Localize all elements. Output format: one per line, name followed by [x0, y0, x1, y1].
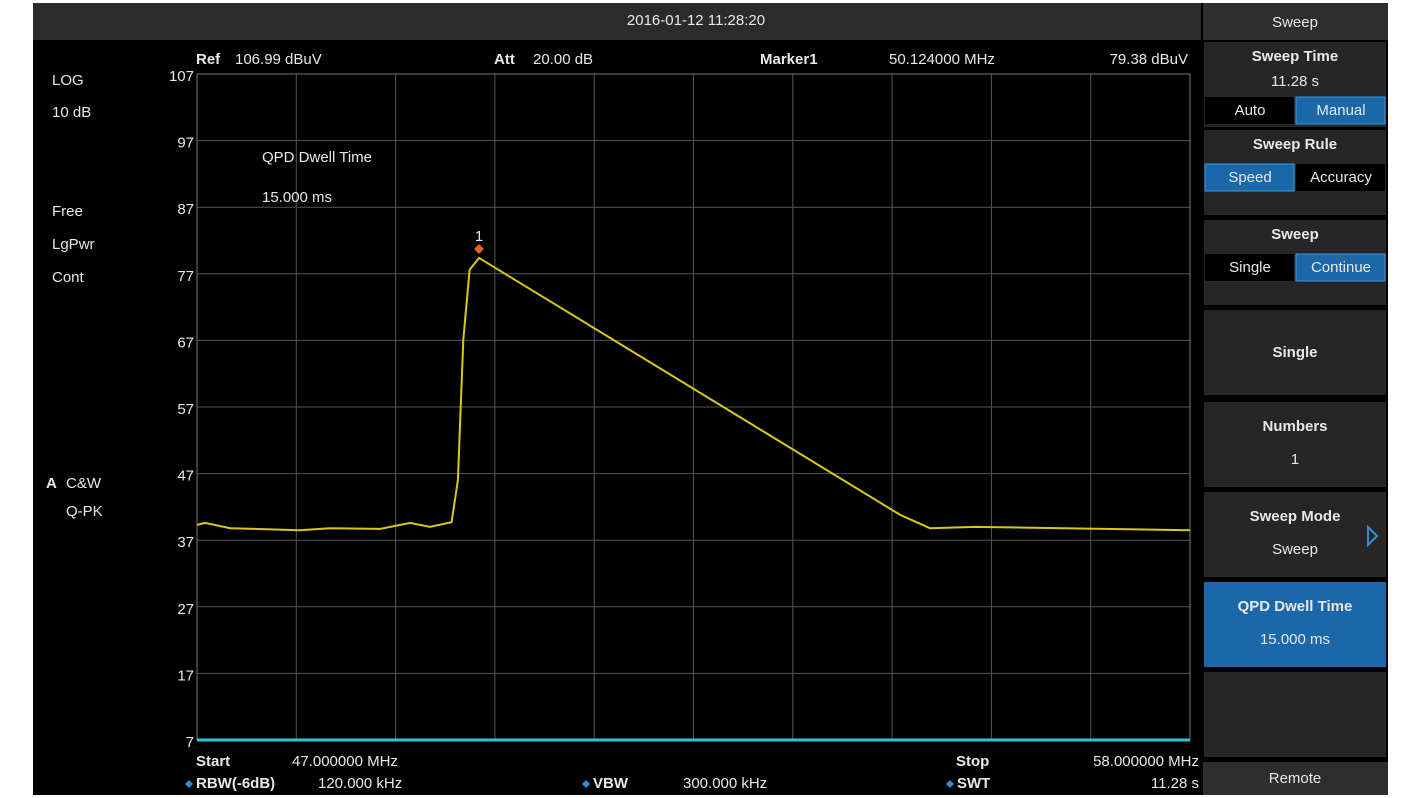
vbw-value: 300.000 kHz	[683, 775, 767, 792]
annotation: QPD Dwell Time	[262, 149, 372, 166]
marker-number: 1	[475, 228, 483, 245]
menu-value: 11.28 s	[1271, 73, 1319, 90]
menu-label: Sweep	[1271, 226, 1319, 243]
rbw-value: 120.000 kHz	[318, 775, 402, 792]
trace-mode: C&W	[66, 475, 102, 492]
annotation: 15.000 ms	[262, 189, 332, 206]
menu-button[interactable]	[1204, 402, 1386, 487]
trace	[196, 256, 1191, 532]
menu-label: Numbers	[1262, 418, 1327, 435]
att-label: Att	[494, 51, 515, 68]
option-bg[interactable]	[1295, 96, 1386, 125]
menu-label: Single	[1272, 344, 1317, 361]
menu-title: Sweep	[1272, 14, 1318, 31]
y-tick-label: 17	[177, 667, 194, 684]
option-label: Single	[1229, 259, 1271, 276]
remote-bg	[1203, 762, 1388, 795]
marker-level: 79.38 dBuV	[1110, 51, 1188, 68]
status-text: LOG	[52, 72, 84, 89]
menu-label: QPD Dwell Time	[1238, 598, 1353, 615]
option-label: Continue	[1311, 259, 1371, 276]
ref-label: Ref	[196, 51, 221, 68]
status-text: LgPwr	[52, 236, 95, 253]
trace-letter: A	[46, 475, 57, 492]
menu-value: 1	[1291, 451, 1299, 468]
y-tick-label: 47	[177, 468, 194, 485]
start-value: 47.000000 MHz	[292, 753, 398, 770]
menu-value: 15.000 ms	[1260, 631, 1330, 648]
vbw-label: VBW	[593, 775, 629, 792]
y-tick-label: 67	[177, 334, 194, 351]
menu-button	[1204, 672, 1386, 757]
menu-label: Sweep Rule	[1253, 136, 1337, 153]
menu-value: Sweep	[1272, 541, 1318, 558]
y-tick-label: 87	[177, 201, 194, 218]
att-value: 20.00 dB	[533, 51, 593, 68]
timestamp: 2016-01-12 11:28:20	[627, 12, 765, 29]
ref-value: 106.99 dBuV	[235, 51, 322, 68]
option-bg[interactable]	[1296, 164, 1385, 191]
y-tick-label: 57	[177, 401, 194, 418]
bullet	[582, 780, 590, 788]
y-tick-label: 27	[177, 601, 194, 618]
start-label: Start	[196, 753, 230, 770]
menu-button[interactable]	[1204, 582, 1386, 667]
y-tick-label: 97	[177, 135, 194, 152]
option-label: Speed	[1228, 169, 1271, 186]
y-tick-label: 7	[186, 734, 194, 751]
menu-button[interactable]	[1204, 310, 1386, 395]
status-text: 10 dB	[52, 104, 91, 121]
menu-button[interactable]	[1204, 492, 1386, 577]
top-bar	[33, 3, 1201, 40]
option-label: Auto	[1235, 102, 1266, 119]
bullet	[946, 780, 954, 788]
marker	[474, 243, 485, 254]
option-bg[interactable]	[1205, 254, 1294, 281]
marker-freq: 50.124000 MHz	[889, 51, 995, 68]
bullet	[185, 780, 193, 788]
y-tick-label: 107	[169, 68, 194, 85]
option-label: Manual	[1316, 102, 1365, 119]
option-bg[interactable]	[1295, 253, 1386, 282]
swt-label: SWT	[957, 775, 990, 792]
option-bg[interactable]	[1205, 97, 1294, 124]
y-tick-label: 77	[177, 268, 194, 285]
status-text: Free	[52, 203, 83, 220]
y-tick-label: 37	[177, 534, 194, 551]
stop-value: 58.000000 MHz	[1093, 753, 1199, 770]
status-text: Cont	[52, 269, 85, 286]
menu-title-bg	[1203, 3, 1388, 40]
stop-label: Stop	[956, 753, 989, 770]
marker-label: Marker1	[760, 51, 818, 68]
menu-label: Sweep Time	[1252, 48, 1338, 65]
submenu-arrow	[1367, 524, 1379, 548]
rbw-label: RBW(-6dB)	[196, 775, 275, 792]
trace-detector: Q-PK	[66, 503, 103, 520]
menu-label: Sweep Mode	[1250, 508, 1341, 525]
swt-value: 11.28 s	[1151, 775, 1199, 792]
option-bg[interactable]	[1204, 163, 1295, 192]
remote: Remote	[1269, 770, 1322, 787]
option-label: Accuracy	[1310, 169, 1372, 186]
